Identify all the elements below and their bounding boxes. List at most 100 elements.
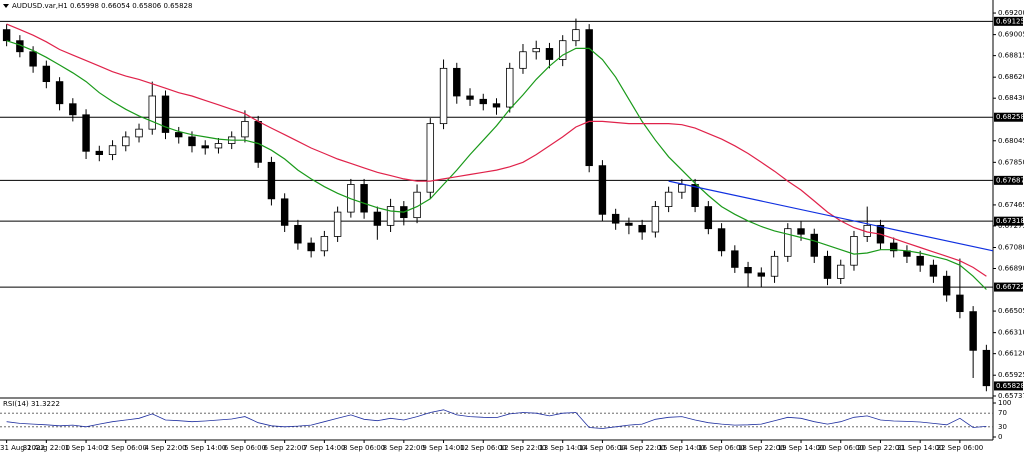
candle-body: [889, 242, 898, 252]
candle-body: [691, 184, 699, 207]
candle-body: [611, 213, 620, 224]
candle-body: [135, 128, 143, 138]
x-tick-label: 8 Sep 22:00: [383, 444, 425, 452]
level-label-box: [994, 216, 1023, 226]
candle-body: [82, 114, 90, 152]
level-label: 0.67318: [996, 217, 1024, 225]
candle-body: [558, 40, 567, 60]
x-tick-label: 7 Sep 14:00: [303, 444, 345, 452]
candle-body: [439, 67, 448, 125]
candle-body: [585, 29, 593, 167]
candle-body: [466, 95, 474, 100]
chart-title: AUDUSD.var,H1 0.65998 0.66054 0.65806 0.…: [12, 2, 192, 10]
candle-body: [42, 65, 51, 83]
x-tick-label: 20 Sep 06:00: [817, 444, 864, 452]
candle-body: [294, 224, 302, 244]
candle-body: [797, 228, 805, 235]
candle-body: [929, 264, 938, 277]
x-tick-label: 18 Sep 22:00: [738, 444, 785, 452]
x-tick-label: 12 Sep 06:00: [460, 444, 507, 452]
x-tick-label: 6 Sep 06:00: [224, 444, 266, 452]
candle-body: [850, 236, 858, 266]
rsi-tick-label: 30: [998, 423, 1007, 431]
rsi-tick-label: 70: [998, 409, 1007, 417]
candle-body: [598, 165, 607, 215]
candle-body: [479, 98, 487, 105]
candle-body: [122, 136, 130, 147]
candle-body: [519, 51, 527, 69]
level-label: 0.69125: [996, 17, 1024, 25]
y-tick-label: 0.69005: [998, 31, 1024, 39]
y-tick-label: 0.68045: [998, 137, 1024, 145]
candle-body: [651, 206, 660, 233]
x-tick-label: 14 Sep 22:00: [619, 444, 666, 452]
candle-body: [188, 136, 196, 147]
candle-body: [770, 255, 779, 277]
candle-body: [678, 184, 686, 193]
x-tick-label: 8 Sep 06:00: [343, 444, 385, 452]
candle-body: [55, 81, 64, 105]
candle-body: [942, 275, 951, 296]
candle-body: [638, 224, 646, 233]
level-label: 0.66722: [996, 283, 1024, 291]
candle-body: [545, 48, 554, 60]
moving-average: [6, 40, 987, 290]
candle-body: [731, 250, 739, 268]
candle-body: [956, 294, 964, 313]
x-tick-label: 6 Sep 22:00: [264, 444, 306, 452]
x-tick-label: 20 Sep 22:00: [857, 444, 904, 452]
rsi-line: [6, 409, 987, 429]
candle-body: [572, 29, 580, 42]
last-price-label: 0.65828: [996, 382, 1024, 390]
candle-body: [175, 132, 183, 138]
rsi-tick-label: 0: [998, 433, 1002, 441]
candle-body: [506, 67, 514, 108]
y-tick-label: 0.68815: [998, 52, 1024, 60]
x-tick-label: 12 Sep 22:00: [500, 444, 547, 452]
x-tick-label: 14 Sep 06:00: [579, 444, 626, 452]
candle-body: [492, 103, 501, 108]
candle-body: [810, 233, 818, 257]
level-label: 0.68258: [996, 113, 1024, 121]
y-tick-label: 0.66505: [998, 307, 1024, 315]
candle-body: [333, 211, 342, 237]
menu-arrow: [3, 4, 9, 8]
y-tick-label: 0.65737: [998, 392, 1024, 400]
candle-body: [717, 228, 726, 252]
candle-body: [108, 145, 117, 155]
x-tick-label: 22 Sep 06:00: [937, 444, 984, 452]
candle-body: [664, 191, 673, 207]
trendline: [668, 180, 994, 252]
x-tick-label: 9 Sep 14:00: [422, 444, 464, 452]
level-label-box: [994, 16, 1023, 26]
candle-body: [373, 211, 382, 226]
candle-body: [280, 198, 289, 226]
level-label-box: [994, 112, 1023, 122]
candle-body: [360, 184, 368, 213]
x-tick-label: 31 Aug 2022: [0, 444, 45, 452]
candle-body: [982, 349, 991, 387]
candle-body: [625, 222, 633, 226]
candle-body: [757, 272, 766, 277]
x-tick-label: 2 Sep 06:00: [105, 444, 147, 452]
last-price-box: [994, 381, 1023, 391]
level-label: 0.67687: [996, 176, 1024, 184]
candle-body: [2, 29, 11, 42]
y-tick-label: 0.67465: [998, 201, 1024, 209]
candle-body: [254, 121, 262, 163]
y-tick-label: 0.65925: [998, 371, 1024, 379]
candle-body: [837, 264, 845, 279]
x-tick-label: 19 Sep 14:00: [778, 444, 825, 452]
candle-body: [214, 143, 223, 149]
candle-body: [29, 51, 37, 67]
level-label-box: [994, 175, 1023, 185]
x-tick-label: 5 Sep 14:00: [184, 444, 226, 452]
candle-body: [95, 150, 104, 155]
